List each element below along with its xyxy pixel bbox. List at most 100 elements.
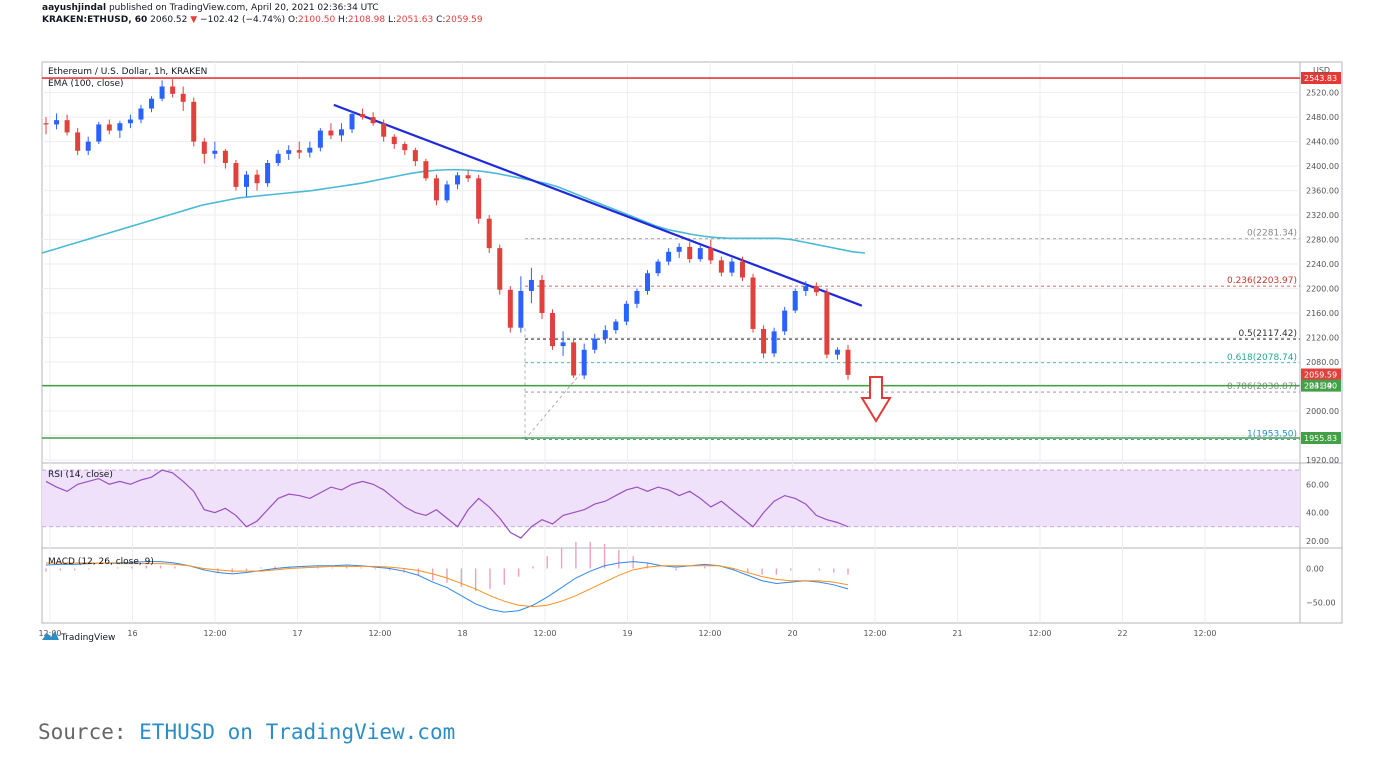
source-line: Source: ETHUSD on TradingView.com [38, 720, 455, 744]
open-value: 2100.50 [297, 15, 336, 25]
candle-body [170, 86, 176, 94]
candle-body [771, 331, 777, 354]
published-text: published on TradingView.com, April 20, … [108, 3, 379, 13]
x-tick-label: 12:00 [533, 629, 556, 638]
high-value: 2108.98 [347, 15, 386, 25]
fib-level-label: 1(1953.50) [1247, 429, 1297, 439]
close-label: C: [436, 15, 446, 25]
price-axis-label-bg [1301, 368, 1341, 381]
candle-body [560, 342, 566, 347]
y-tick-label: 2480.00 [1306, 113, 1339, 122]
candle-body [708, 248, 714, 261]
candle-body [381, 123, 387, 137]
candle-body [834, 349, 840, 355]
candle-body [518, 290, 524, 328]
fib-diagonal-line [524, 373, 581, 440]
candle-body [803, 286, 809, 291]
macd-tick-label: −50.00 [1306, 599, 1336, 608]
candle-body [391, 136, 397, 145]
candle-body [296, 150, 302, 153]
fib-level-label: 0.5(2117.42) [1238, 329, 1297, 339]
candle-body [412, 150, 418, 162]
y-tick-label: 2320.00 [1306, 211, 1339, 220]
candle-body [602, 330, 608, 339]
y-tick-label: 2160.00 [1306, 309, 1339, 318]
down-arrow-annotation-icon [860, 376, 892, 423]
x-tick-label: 12:00 [1193, 629, 1216, 638]
candle-body [613, 321, 619, 331]
low-label: L: [387, 15, 396, 25]
candle-body [423, 161, 429, 179]
candle-body [655, 261, 661, 274]
candle-body [349, 114, 355, 130]
candle-body [75, 132, 81, 151]
candle-body [623, 303, 629, 322]
label-layer: Ethereum / U.S. Dollar, 1h, KRAKEN EMA (… [48, 66, 1330, 643]
y-tick-label: 2080.00 [1306, 358, 1339, 367]
candle-body [476, 178, 482, 219]
x-tick-label: 17 [292, 629, 302, 638]
x-tick-label: 12:00 [1028, 629, 1051, 638]
price-axis-label: 2059.59 [1304, 370, 1337, 379]
y-tick-label: 2200.00 [1306, 285, 1339, 294]
fib-level-label: 0(2281.34) [1247, 229, 1297, 239]
candle-body [286, 150, 292, 154]
candle-body [106, 124, 112, 131]
ema-line [41, 168, 866, 254]
x-tick-label: 12:00 [203, 629, 226, 638]
candle-body [212, 150, 218, 154]
high-label: H: [338, 15, 348, 25]
down-arrow-icon: ▼ [190, 15, 198, 25]
candles-layer [43, 79, 851, 380]
ohlc-line: KRAKEN:ETHUSD, 60 2060.52 ▼ −102.42 (−4.… [42, 15, 483, 26]
y-tick-label: 2520.00 [1306, 89, 1339, 98]
candle-body [180, 93, 186, 102]
candle-body [275, 153, 281, 164]
candle-body [645, 273, 650, 291]
author-name[interactable]: aayushjindal [42, 3, 107, 13]
source-link[interactable]: ETHUSD on TradingView.com [139, 720, 456, 744]
rsi-tick-label: 40.00 [1306, 509, 1329, 518]
close-value: 2059.59 [445, 15, 483, 25]
y-tick-label: 2280.00 [1306, 236, 1339, 245]
candle-body [824, 292, 830, 355]
candle-body [718, 260, 724, 273]
candle-body [845, 349, 851, 375]
macd-label: MACD (12, 26, close, 9) [48, 557, 154, 567]
candle-body [697, 248, 703, 260]
panel-title: Ethereum / U.S. Dollar, 1h, KRAKEN [48, 67, 207, 77]
last-price: 2060.52 [150, 15, 188, 25]
price-axis-label: 1955.83 [1304, 434, 1337, 443]
candle-body [244, 174, 249, 187]
rsi-line [45, 469, 849, 539]
axis-layer: 12:00 16 12:00 17 12:00 18 12:00 19 12:00 20 12:00… [38, 72, 1341, 638]
rsi-band-layer [42, 469, 1300, 528]
y-tick-label: 2400.00 [1306, 162, 1339, 171]
y-tick-label: 2360.00 [1306, 187, 1339, 196]
candle-body [592, 338, 598, 350]
candle-body [328, 130, 334, 136]
rsi-label: RSI (14, close) [48, 470, 113, 480]
ema-label: EMA (100, close) [48, 79, 124, 89]
candle-body [687, 246, 693, 260]
candle-body [117, 123, 123, 131]
chart-area[interactable]: 0(2281.34) 0.236(2203.97) 0.5(2117.42) 0.61… [0, 0, 1376, 660]
candle-body [465, 175, 471, 179]
price-axis-label-bg [1301, 432, 1341, 445]
plot-frame [41, 61, 1343, 624]
y-tick-label: 2120.00 [1306, 333, 1339, 342]
price-axis-label: 2041.40 [1304, 382, 1337, 391]
price-axis-label: 2543.83 [1304, 74, 1337, 83]
candle-body [307, 147, 313, 153]
rsi-tick-label: 60.00 [1306, 480, 1329, 489]
source-prefix: Source: [38, 720, 140, 744]
macd-signal-line [46, 562, 849, 608]
candle-body [233, 163, 239, 187]
candle-body [138, 108, 144, 120]
candle-body [486, 218, 492, 249]
fib-level-label: 0.618(2078.74) [1227, 353, 1297, 363]
candle-body [455, 175, 461, 185]
candle-body [149, 98, 155, 109]
price-axis-label-bg [1301, 72, 1341, 85]
price-change: −102.42 (−4.74%) [200, 15, 286, 25]
